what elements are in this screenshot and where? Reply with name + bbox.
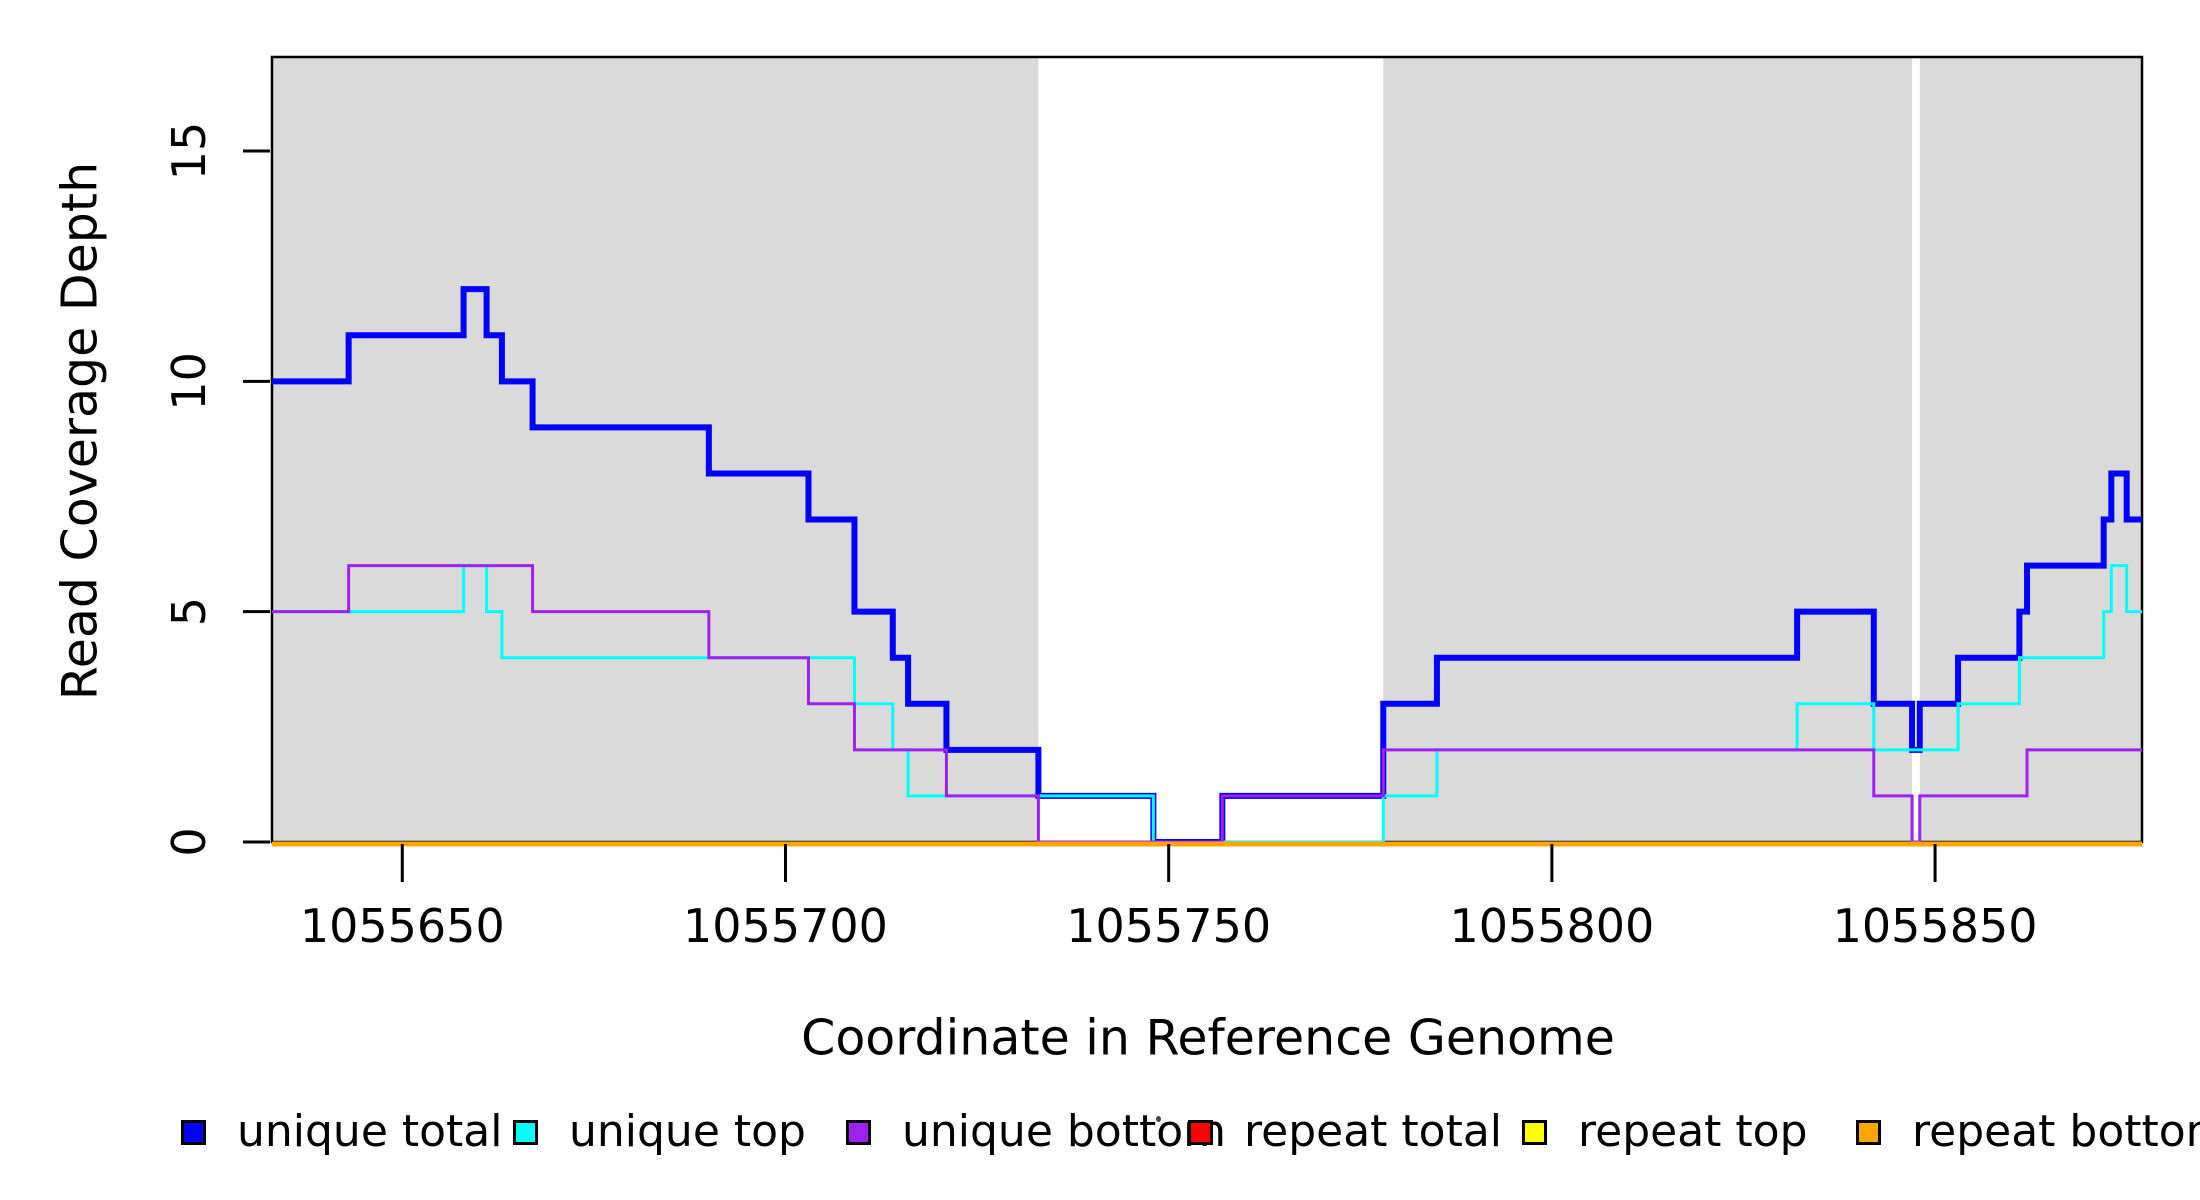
x-tick-label: 1055700: [683, 899, 888, 953]
stray-dot-mark: [1156, 1116, 1161, 1122]
x-tick-label: 1055650: [300, 899, 505, 953]
y-tick-label: 10: [162, 352, 216, 411]
x-tick-label: 1055850: [1833, 899, 2038, 953]
x-axis-title: Coordinate in Reference Genome: [801, 1009, 1615, 1067]
y-tick-label: 5: [162, 597, 216, 626]
shaded-region: [272, 57, 1039, 842]
shaded-region: [1383, 57, 1913, 842]
y-tick-label: 15: [162, 122, 216, 181]
x-tick-label: 1055750: [1066, 899, 1271, 953]
x-tick-label: 1055800: [1449, 899, 1654, 953]
y-tick-label: 0: [162, 827, 216, 856]
shaded-region: [1919, 57, 2142, 842]
y-axis-title: Read Coverage Depth: [51, 161, 109, 701]
series-unique-top: [272, 564, 2142, 844]
